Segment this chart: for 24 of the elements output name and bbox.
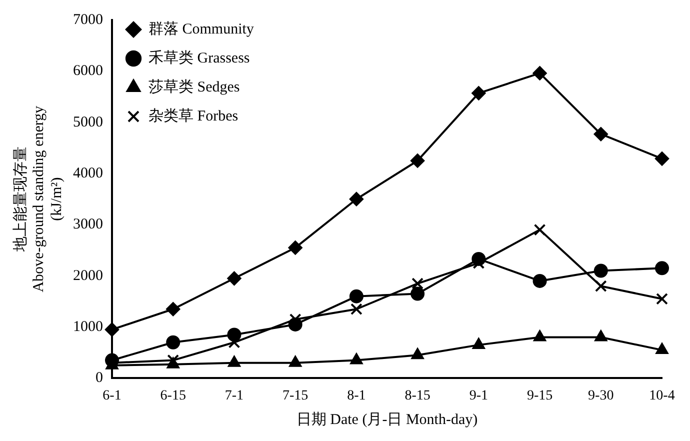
y-tick-label: 1000 — [73, 318, 103, 335]
x-tick-label: 6-1 — [102, 388, 122, 404]
legend-label: 群落 Community — [148, 20, 254, 38]
x-tick-label: 8-1 — [347, 388, 366, 404]
x-tick-label: 10-4 — [649, 388, 675, 404]
x-tick-label: 9-30 — [588, 388, 614, 404]
legend-label: 杂类草 Forbes — [148, 107, 238, 124]
legend-label: 禾草类 Grassess — [148, 49, 250, 66]
y-tick-label: 5000 — [73, 114, 103, 130]
y-axis-title: 地上能量现存量 Above-ground standing energy (kJ/m²) — [12, 105, 65, 292]
legend-label: 莎草类 Sedges — [148, 78, 240, 96]
y-tick-label: 4000 — [73, 165, 103, 182]
y-tick-label: 2000 — [73, 268, 103, 284]
y-tick-label: 3000 — [73, 216, 103, 233]
x-tick-label: 7-15 — [282, 388, 308, 404]
x-tick-label: 8-15 — [404, 388, 430, 404]
x-tick-label: 9-15 — [526, 388, 553, 404]
y-tick-label: 7000 — [73, 12, 103, 28]
x-tick-label: 9-1 — [469, 388, 488, 404]
x-axis-title: 日期 Date (月-日 Month-day) — [296, 410, 478, 428]
x-tick-label: 7-1 — [224, 388, 244, 404]
y-tick-label: 0 — [96, 370, 103, 386]
x-tick-label: 6-15 — [160, 388, 186, 404]
y-tick-label: 6000 — [73, 63, 103, 80]
